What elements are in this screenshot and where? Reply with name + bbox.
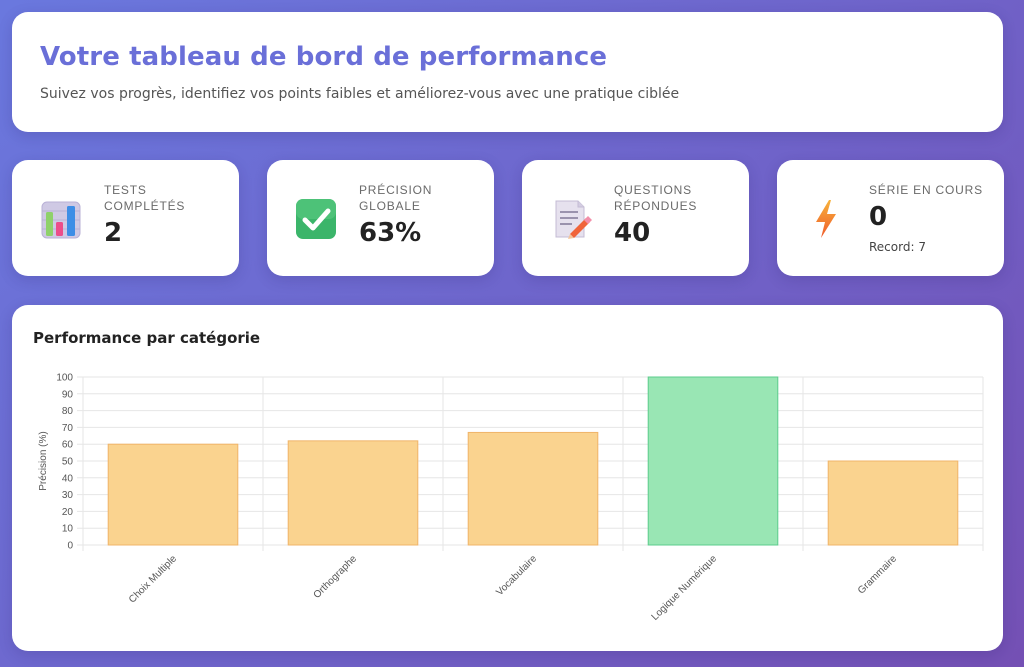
stat-card-streak: Série en cours 0 Record: 7 (777, 160, 1004, 276)
y-tick-label: 80 (62, 406, 74, 417)
x-tick-label: Choix Multiple (127, 553, 179, 605)
y-axis-label: Précision (%) (38, 431, 49, 490)
bar (287, 440, 419, 546)
bar-chart-icon (40, 198, 82, 240)
stat-label: Précision globale (359, 183, 433, 213)
chart-title: Performance par catégorie (33, 329, 261, 347)
header-card: Votre tableau de bord de performance Sui… (12, 12, 1003, 132)
bar (467, 431, 599, 546)
y-tick-label: 60 (62, 440, 74, 451)
y-tick-label: 10 (62, 524, 74, 535)
y-tick-label: 70 (62, 423, 74, 434)
x-tick-label: Grammaire (856, 553, 899, 596)
bar (827, 460, 959, 546)
y-tick-label: 40 (62, 473, 74, 484)
stat-label: Série en cours (869, 183, 983, 197)
stat-card-questions: Questions répondues 40 (522, 160, 749, 276)
lightning-icon (805, 198, 847, 240)
stat-record: Record: 7 (869, 240, 926, 254)
stat-value: 40 (614, 218, 651, 248)
page-title: Votre tableau de bord de performance (40, 42, 608, 72)
stat-value: 0 (869, 202, 888, 232)
y-tick-label: 30 (62, 490, 74, 501)
x-tick-label: Orthographe (312, 553, 360, 601)
x-tick-label: Logique Numérique (650, 553, 720, 623)
y-tick-label: 0 (67, 541, 73, 552)
stat-value: 2 (104, 218, 123, 248)
stat-card-tests: Tests complétés 2 (12, 160, 239, 276)
memo-pencil-icon (550, 198, 592, 240)
bar (107, 443, 239, 546)
y-tick-label: 50 (62, 457, 74, 468)
x-tick-label: Vocabulaire (494, 553, 539, 598)
y-tick-label: 20 (62, 507, 74, 518)
category-chart-card: Performance par catégorie 0 10 20 30 40 50 60 7… (12, 305, 1003, 651)
y-tick-label: 100 (56, 373, 73, 384)
stat-label: Questions répondues (614, 183, 698, 213)
page-subtitle: Suivez vos progrès, identifiez vos point… (40, 86, 680, 102)
check-mark-icon (295, 198, 337, 240)
y-tick-label: 90 (62, 389, 74, 400)
stat-value: 63% (359, 218, 422, 248)
stat-label: Tests complétés (104, 183, 186, 213)
stat-card-precision: Précision globale 63% (267, 160, 494, 276)
category-bar-chart: 0 10 20 30 40 50 60 70 80 90 100 Choix Multiple Orth… (38, 373, 984, 623)
bar (647, 376, 779, 546)
